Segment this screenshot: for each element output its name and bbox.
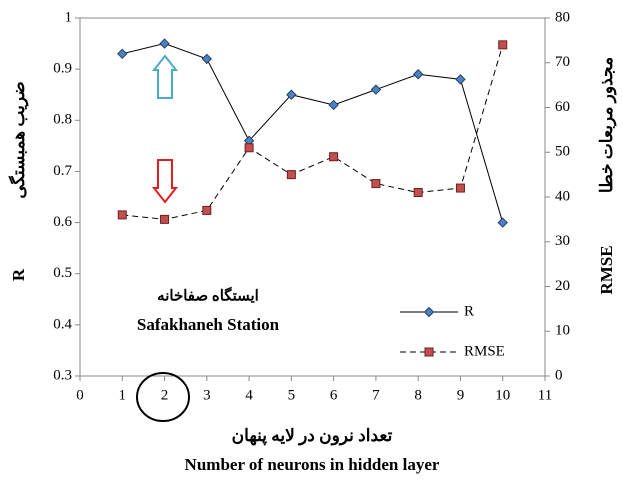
x-tick-label: 3 xyxy=(203,387,211,403)
x-tick-label: 8 xyxy=(414,387,422,403)
y-tick-label: 0.7 xyxy=(53,163,72,179)
y2-tick-label: 40 xyxy=(555,188,570,204)
marker xyxy=(286,89,297,100)
x-label-fa: تعداد نرون در لایه پنهان xyxy=(232,426,393,446)
x-tick-label: 5 xyxy=(288,387,296,403)
y-tick-label: 0.5 xyxy=(53,265,72,281)
y2-tick-label: 70 xyxy=(555,54,570,70)
marker xyxy=(455,74,466,85)
x-label: Number of neurons in hidden layer xyxy=(185,455,440,474)
marker xyxy=(201,53,213,65)
legend-label: R xyxy=(464,303,474,319)
x-tick-label: 4 xyxy=(245,387,253,403)
highlight-circle xyxy=(136,372,190,422)
series-line xyxy=(122,44,504,220)
series-line xyxy=(122,43,504,223)
marker xyxy=(328,99,339,111)
marker xyxy=(159,38,170,49)
marker xyxy=(117,48,128,60)
y-tick-label: 0.4 xyxy=(53,316,72,332)
annotation: ایستگاه صفاخانه xyxy=(157,286,259,304)
marker xyxy=(413,188,423,198)
annotation: Safakhaneh Station xyxy=(137,315,280,334)
y2-tick-label: 0 xyxy=(555,367,563,383)
marker xyxy=(329,152,339,162)
marker xyxy=(117,210,127,220)
y-tick-label: 0.8 xyxy=(53,112,72,128)
y2-label-fa: مجذور مربعات خطا xyxy=(597,57,617,193)
y2-tick-label: 30 xyxy=(555,233,570,249)
y2-label: RMSE xyxy=(597,245,616,294)
x-tick-label: 1 xyxy=(119,387,127,403)
x-tick-label: 10 xyxy=(495,387,510,403)
marker xyxy=(286,170,296,180)
marker xyxy=(202,205,212,215)
y2-tick-label: 80 xyxy=(555,9,570,25)
y-label: R xyxy=(9,268,28,281)
marker xyxy=(455,183,465,193)
x-tick-label: 6 xyxy=(330,387,338,403)
x-tick-label: 11 xyxy=(538,387,552,403)
marker xyxy=(498,40,508,50)
x-tick-label: 7 xyxy=(372,387,380,403)
up-arrow xyxy=(151,54,179,99)
marker xyxy=(412,69,424,80)
marker xyxy=(160,214,170,224)
legend-label: RMSE xyxy=(464,343,505,359)
y-label-fa: ضریب همبستگی xyxy=(8,81,29,198)
y2-tick-label: 20 xyxy=(555,278,570,294)
legend-marker xyxy=(423,306,435,318)
marker xyxy=(371,179,381,189)
x-tick-label: 2 xyxy=(161,387,169,403)
y-tick-label: 0.3 xyxy=(53,367,72,383)
down-arrow xyxy=(151,159,179,204)
marker xyxy=(244,143,254,153)
y2-tick-label: 60 xyxy=(555,99,570,115)
x-tick-label: 0 xyxy=(76,387,84,403)
y-tick-label: 0.9 xyxy=(53,61,72,77)
y2-tick-label: 50 xyxy=(555,144,570,160)
y-tick-label: 0.6 xyxy=(53,214,72,230)
x-tick-label: 9 xyxy=(457,387,465,403)
marker xyxy=(370,84,382,95)
y-tick-label: 1 xyxy=(65,9,73,25)
y2-tick-label: 10 xyxy=(555,323,570,339)
marker xyxy=(497,217,508,228)
legend-marker xyxy=(424,347,434,357)
